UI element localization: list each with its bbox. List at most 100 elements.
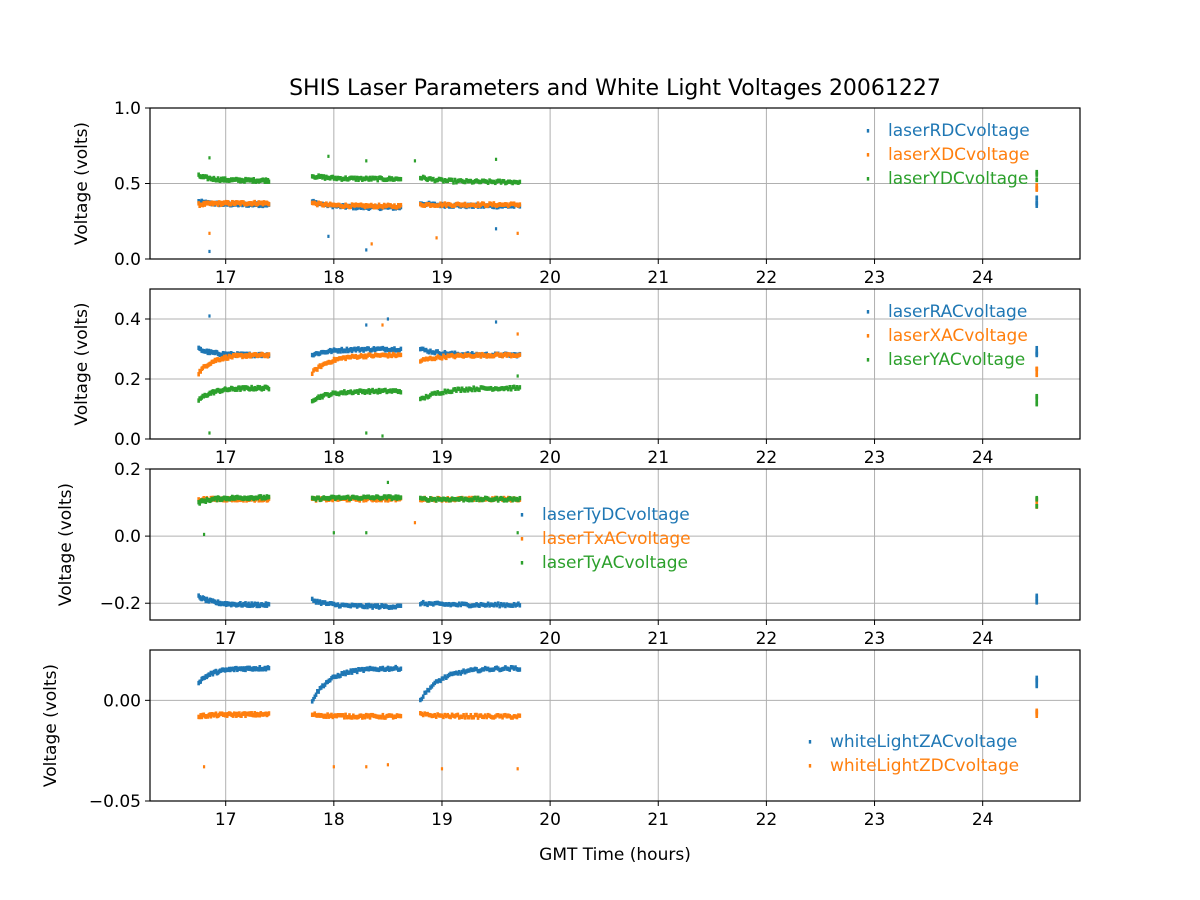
data-point [456, 603, 460, 608]
data-point [482, 204, 486, 209]
x-tick-label: 23 [864, 810, 886, 830]
data-point [432, 176, 435, 182]
data-point [440, 713, 444, 718]
data-point [376, 390, 380, 395]
data-point [267, 201, 271, 207]
data-point [502, 179, 506, 184]
data-point [507, 713, 510, 718]
data-point [478, 603, 481, 608]
data-point [492, 353, 496, 359]
data-point [491, 354, 494, 359]
data-point [488, 603, 491, 608]
data-point [202, 765, 206, 769]
data-point [518, 603, 522, 608]
data-point [449, 389, 452, 395]
data-point [499, 495, 503, 501]
data-point [482, 353, 486, 358]
data-point [267, 711, 271, 716]
data-point [463, 388, 467, 393]
data-point [446, 496, 450, 502]
data-point [485, 666, 488, 672]
data-point [505, 666, 509, 671]
data-point [432, 203, 435, 208]
data-point [485, 495, 488, 501]
data-point [512, 179, 516, 185]
data-point [507, 666, 510, 672]
legend: laserRACvoltage laserXACvoltage laserYACvo… [866, 302, 1028, 370]
data-point [1035, 195, 1039, 200]
data-point [381, 205, 385, 210]
data-point [516, 531, 519, 535]
data-point [440, 767, 444, 771]
data-point [420, 496, 424, 501]
data-point [489, 497, 493, 503]
data-point [449, 202, 452, 208]
data-point [419, 175, 422, 181]
data-point [429, 713, 432, 718]
data-points-group [197, 480, 1039, 611]
data-point [429, 348, 432, 353]
data-point [437, 351, 441, 356]
data-point [443, 674, 447, 679]
x-tick-label: 22 [756, 448, 778, 468]
data-point [445, 713, 448, 719]
data-point [491, 602, 494, 607]
data-point [455, 353, 458, 359]
data-point [494, 180, 497, 186]
data-point [445, 203, 448, 209]
data-point [504, 202, 507, 207]
data-point [349, 204, 353, 210]
data-point [492, 715, 496, 720]
data-point [501, 666, 504, 672]
data-point [469, 178, 473, 184]
data-point [421, 203, 425, 208]
data-point [478, 668, 481, 674]
data-point [501, 354, 504, 359]
data-point [395, 205, 399, 210]
legend-marker [866, 358, 870, 362]
data-point [1035, 675, 1039, 681]
data-point [466, 388, 470, 393]
data-point [1035, 682, 1039, 688]
data-point [468, 202, 471, 208]
data-point [495, 713, 499, 718]
data-point [430, 391, 434, 396]
data-point [498, 604, 501, 609]
data-point [476, 495, 480, 501]
x-tick-label: 23 [864, 629, 886, 649]
x-tick-label: 21 [647, 268, 669, 288]
x-tick-label: 22 [756, 268, 778, 288]
data-point [423, 203, 426, 208]
x-tick-label: 17 [215, 629, 237, 649]
data-point [339, 349, 342, 354]
data-point [470, 667, 474, 673]
data-point [197, 201, 200, 206]
data-point [442, 179, 445, 184]
data-point [479, 354, 483, 359]
series-laserTyDCvoltage [197, 593, 1039, 611]
data-point [482, 667, 486, 672]
data-point [1035, 711, 1039, 717]
data-point [486, 386, 490, 391]
data-point [426, 498, 429, 503]
data-point [421, 712, 425, 718]
data-point [475, 352, 478, 357]
data-point [502, 352, 506, 358]
legend-entry: laserYDCvoltage [888, 169, 1028, 189]
data-point [494, 157, 498, 161]
data-point [518, 667, 522, 672]
data-point [468, 668, 471, 673]
data-point [511, 384, 514, 390]
data-point [496, 601, 500, 606]
legend: whiteLightZACvoltage whiteLightZDCvoltage [808, 732, 1019, 776]
data-point [429, 601, 432, 606]
data-point [450, 203, 454, 209]
panel-1: 17 18 19 20 21 22 23 24 0.0 0.5 1.0 Voltage (volts)… [72, 99, 1081, 288]
data-point [469, 667, 473, 672]
data-point [446, 602, 450, 607]
data-point [494, 386, 497, 391]
series-laserTyACvoltage [197, 480, 1039, 537]
data-point [399, 176, 403, 182]
legend: laserRDCvoltage laserXDCvoltage laserYDCvo… [866, 121, 1030, 189]
data-point [267, 602, 271, 607]
